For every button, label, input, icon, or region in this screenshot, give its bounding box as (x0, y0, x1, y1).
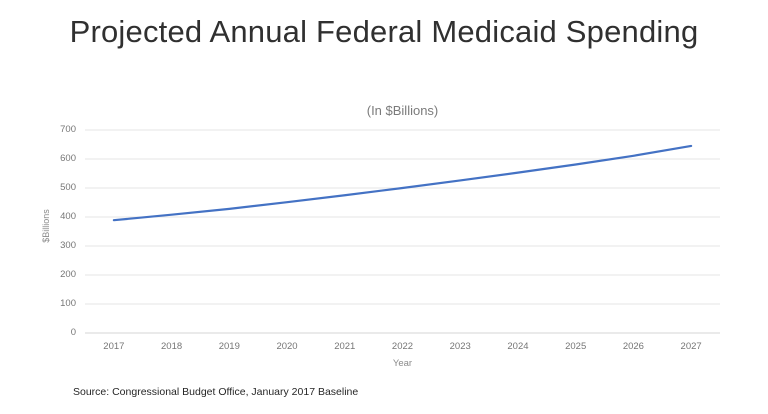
x-tick-label: 2020 (276, 341, 298, 352)
y-tick-label: 600 (60, 153, 76, 164)
y-tick-label: 100 (60, 298, 76, 309)
chart-subtitle: (In $Billions) (366, 103, 439, 118)
source-note: Source: Congressional Budget Office, Jan… (73, 386, 359, 398)
x-tick-label: 2019 (218, 341, 240, 352)
x-tick-label: 2022 (391, 341, 414, 352)
y-tick-label: 400 (60, 211, 76, 222)
y-tick-label: 500 (60, 182, 76, 193)
y-axis-title: $Billions (41, 209, 51, 243)
x-tick-label: 2017 (103, 341, 125, 352)
x-tick-label: 2025 (565, 341, 587, 352)
x-axis-title: Year (392, 358, 413, 369)
x-tick-label: 2027 (680, 341, 702, 352)
x-tick-label: 2021 (334, 341, 356, 352)
y-tick-label: 700 (60, 124, 76, 135)
y-tick-label: 300 (60, 240, 76, 251)
page-title: Projected Annual Federal Medicaid Spendi… (69, 14, 699, 49)
y-tick-label: 200 (60, 269, 76, 280)
x-tick-label: 2018 (161, 341, 183, 352)
x-tick-label: 2023 (449, 341, 471, 352)
x-tick-label: 2024 (507, 341, 529, 352)
x-tick-label: 2026 (622, 341, 644, 352)
y-tick-label: 0 (70, 327, 76, 338)
spending-line (112, 144, 693, 222)
